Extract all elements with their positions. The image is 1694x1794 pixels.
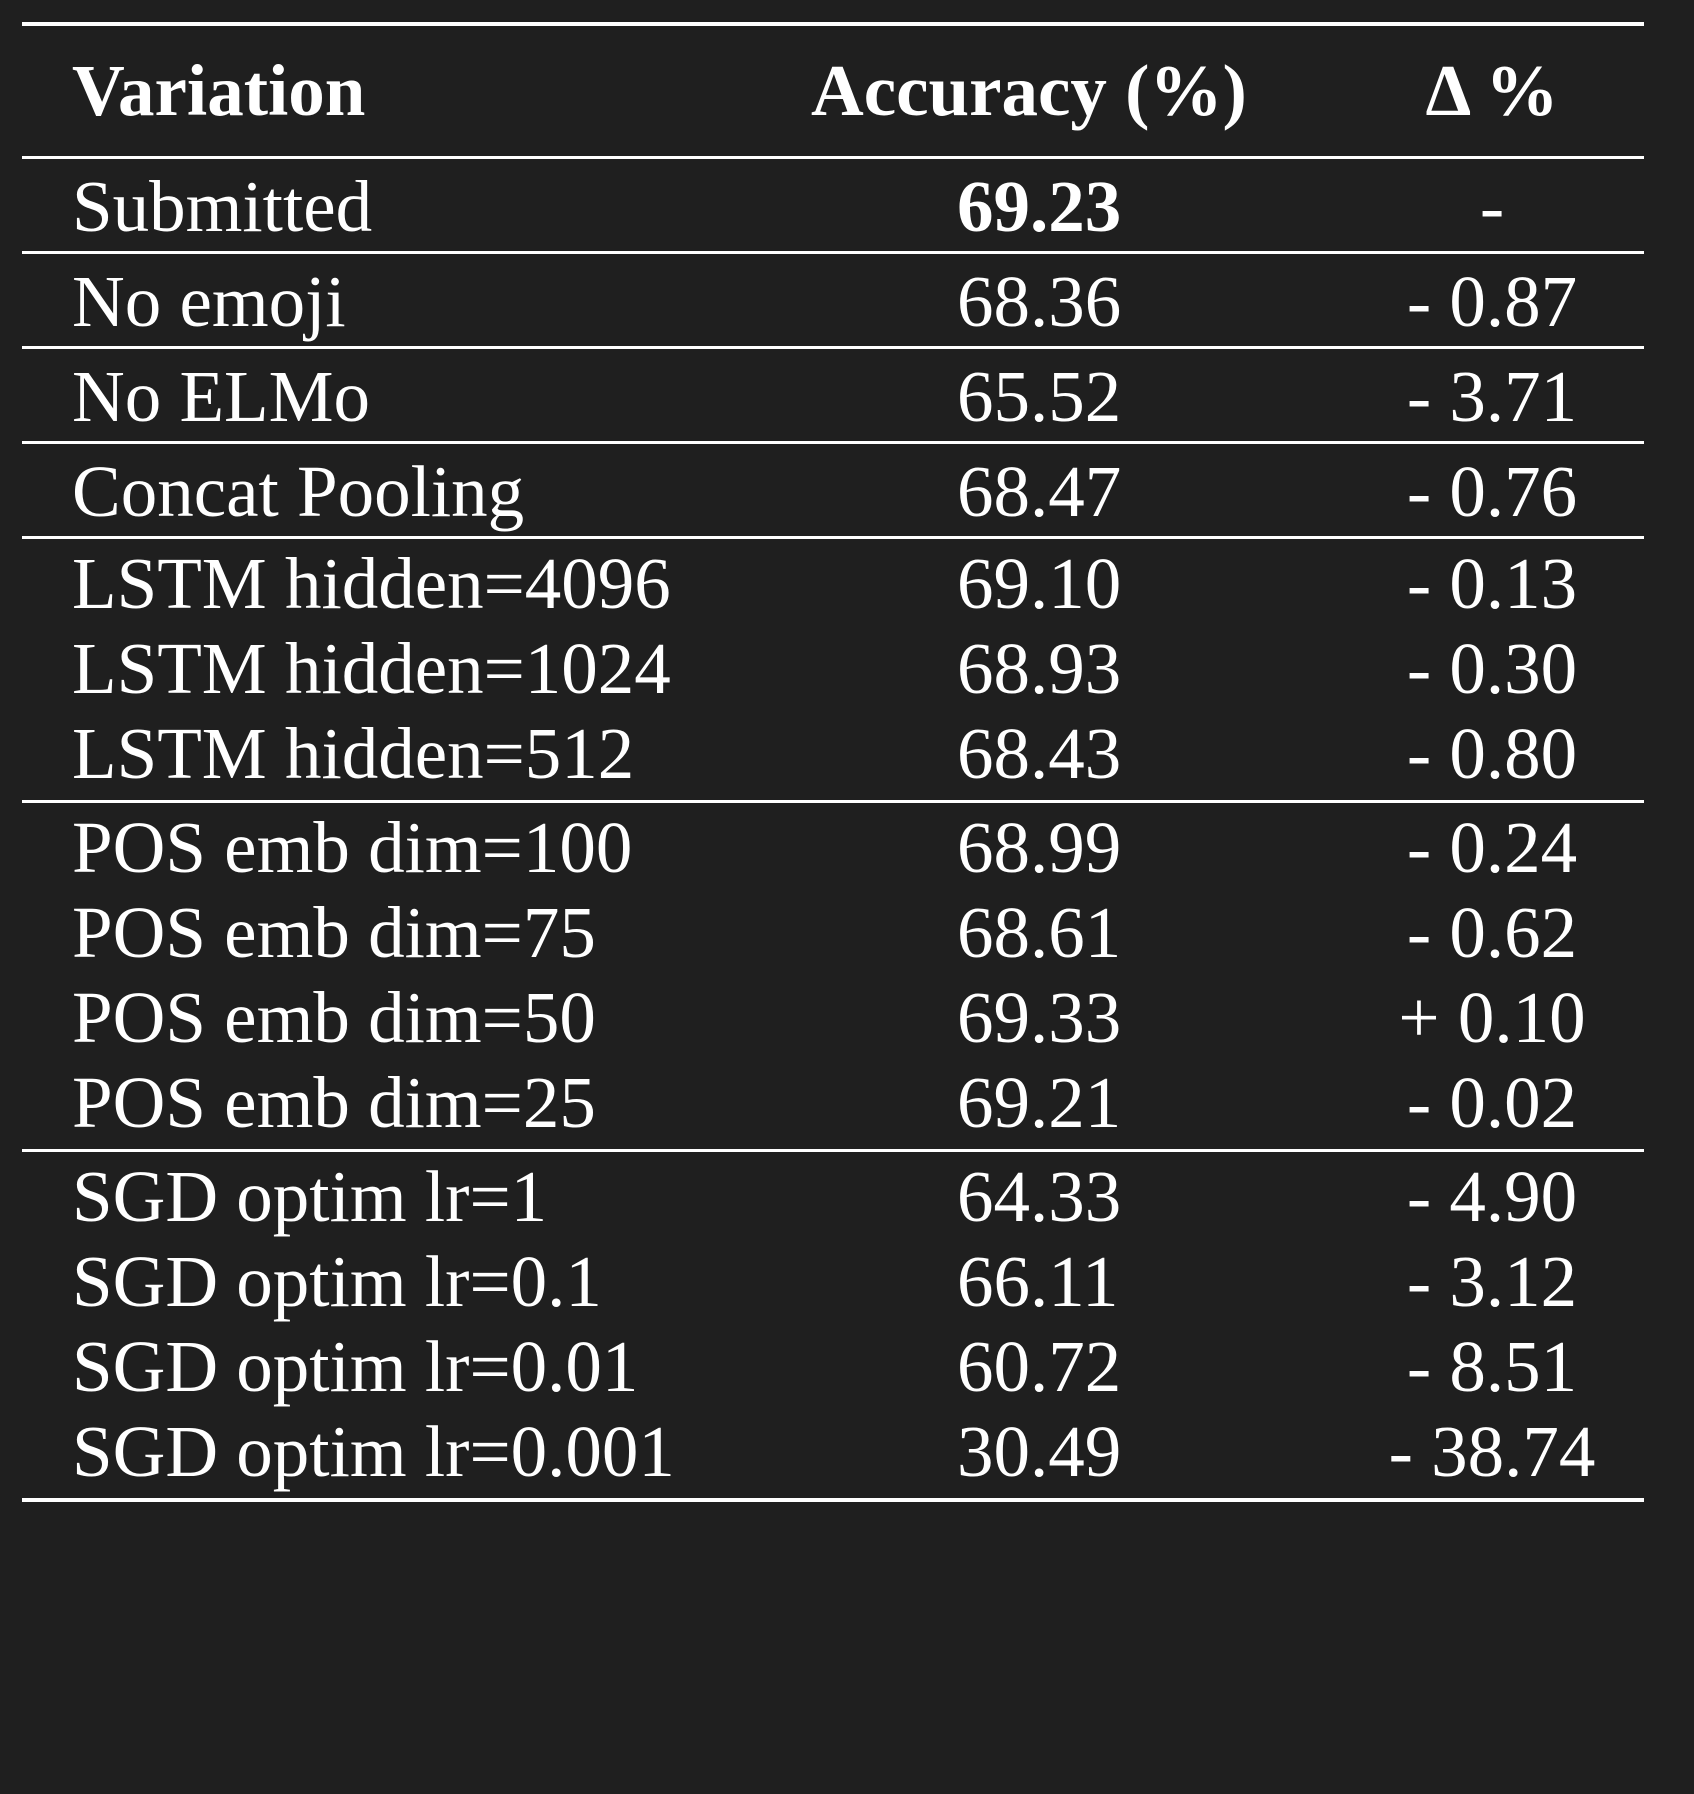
cell-accuracy: 68.61 (957, 892, 1122, 973)
group-divider (22, 800, 1644, 803)
cell-variation: No ELMo (72, 356, 371, 437)
cell-variation: POS emb dim=25 (72, 1062, 596, 1143)
cell-variation: Concat Pooling (72, 451, 525, 532)
group-divider (22, 346, 1644, 349)
header-variation: Variation (72, 50, 366, 131)
cell-delta: - 0.80 (1406, 713, 1578, 794)
cell-accuracy: 68.47 (957, 451, 1122, 532)
cell-delta: - 0.76 (1406, 451, 1578, 532)
cell-accuracy: 69.10 (957, 543, 1122, 624)
cell-accuracy: 64.33 (957, 1156, 1122, 1237)
table-row: No ELMo 65.52 - 3.71 (22, 354, 1644, 439)
cell-variation: LSTM hidden=512 (72, 713, 635, 794)
cell-variation: POS emb dim=50 (72, 977, 596, 1058)
cell-variation: LSTM hidden=1024 (72, 628, 671, 709)
cell-delta: - 3.12 (1406, 1241, 1578, 1322)
row-group: POS emb dim=100 68.99- 0.24 POS emb dim=75… (22, 803, 1644, 1149)
table-row: POS emb dim=100 68.99 - 0.24 (22, 805, 1644, 890)
header-row: Variation Accuracy (%) Δ % (22, 26, 1644, 156)
cell-variation: SGD optim lr=1 (72, 1156, 548, 1237)
ablation-table: Variation Accuracy (%) Δ % Submitted 69.2… (22, 22, 1644, 1502)
row-group: Submitted 69.23 - (22, 159, 1644, 251)
cell-accuracy: 69.33 (957, 977, 1122, 1058)
cell-accuracy: 68.93 (957, 628, 1122, 709)
cell-accuracy: 68.43 (957, 713, 1122, 794)
table-row: POS emb dim=25 69.21 - 0.02 (22, 1060, 1644, 1145)
cell-variation: Submitted (72, 166, 373, 247)
cell-variation: LSTM hidden=4096 (72, 543, 671, 624)
cell-delta: - 0.30 (1406, 628, 1578, 709)
cell-delta: - 8.51 (1406, 1326, 1578, 1407)
table-row: LSTM hidden=4096 69.10 - 0.13 (22, 541, 1644, 626)
cell-delta: - 0.02 (1406, 1062, 1578, 1143)
cell-variation: POS emb dim=75 (72, 892, 596, 973)
header-delta: Δ % (1425, 50, 1559, 131)
bottom-rule (22, 1498, 1644, 1502)
cell-delta: - 0.24 (1406, 807, 1578, 888)
cell-accuracy: 66.11 (957, 1241, 1119, 1322)
cell-variation: SGD optim lr=0.01 (72, 1326, 639, 1407)
row-group: Concat Pooling 68.47 - 0.76 (22, 444, 1644, 536)
table-row: POS emb dim=50 69.33 + 0.10 (22, 975, 1644, 1060)
cell-accuracy: 30.49 (957, 1411, 1122, 1492)
cell-accuracy: 60.72 (957, 1326, 1122, 1407)
cell-delta: - 4.90 (1406, 1156, 1578, 1237)
cell-accuracy: 68.36 (957, 261, 1122, 342)
cell-delta: - (1479, 166, 1505, 247)
cell-delta: - 38.74 (1388, 1411, 1596, 1492)
cell-delta: - 0.87 (1406, 261, 1578, 342)
row-group: LSTM hidden=4096 69.10- 0.13 LSTM hidden=1… (22, 539, 1644, 800)
table-row: LSTM hidden=1024 68.93 - 0.30 (22, 626, 1644, 711)
cell-variation: POS emb dim=100 (72, 807, 633, 888)
table-row: POS emb dim=75 68.61 - 0.62 (22, 890, 1644, 975)
row-group: SGD optim lr=1 64.33- 4.90 SGD optim lr=0.… (22, 1152, 1644, 1498)
table-row: No emoji 68.36 - 0.87 (22, 259, 1644, 344)
cell-accuracy: 69.21 (957, 1062, 1122, 1143)
cell-variation: SGD optim lr=0.001 (72, 1411, 675, 1492)
cell-delta: + 0.10 (1398, 977, 1586, 1058)
header-accuracy: Accuracy (%) (811, 50, 1247, 131)
top-rule (22, 22, 1644, 26)
table-row: SGD optim lr=0.1 66.11 - 3.12 (22, 1239, 1644, 1324)
row-group: No ELMo 65.52 - 3.71 (22, 349, 1644, 441)
table-row: LSTM hidden=512 68.43 - 0.80 (22, 711, 1644, 796)
group-divider (22, 1149, 1644, 1152)
table-body: Submitted 69.23 - No emoji 68.36 - 0.87 No ELM… (22, 156, 1644, 1502)
table-row: SGD optim lr=0.01 60.72 - 8.51 (22, 1324, 1644, 1409)
cell-accuracy: 65.52 (957, 356, 1122, 437)
cell-accuracy: 68.99 (957, 807, 1122, 888)
cell-delta: - 0.62 (1406, 892, 1578, 973)
group-divider (22, 156, 1644, 159)
cell-variation: SGD optim lr=0.1 (72, 1241, 602, 1322)
row-group: No emoji 68.36 - 0.87 (22, 254, 1644, 346)
group-divider (22, 536, 1644, 539)
group-divider (22, 251, 1644, 254)
cell-accuracy: 69.23 (957, 166, 1122, 247)
table-row: SGD optim lr=0.001 30.49 - 38.74 (22, 1409, 1644, 1494)
table-row: SGD optim lr=1 64.33 - 4.90 (22, 1154, 1644, 1239)
cell-variation: No emoji (72, 261, 346, 342)
cell-delta: - 3.71 (1406, 356, 1578, 437)
table-row: Concat Pooling 68.47 - 0.76 (22, 449, 1644, 534)
cell-delta: - 0.13 (1406, 543, 1578, 624)
group-divider (22, 441, 1644, 444)
table-row: Submitted 69.23 - (22, 164, 1644, 249)
